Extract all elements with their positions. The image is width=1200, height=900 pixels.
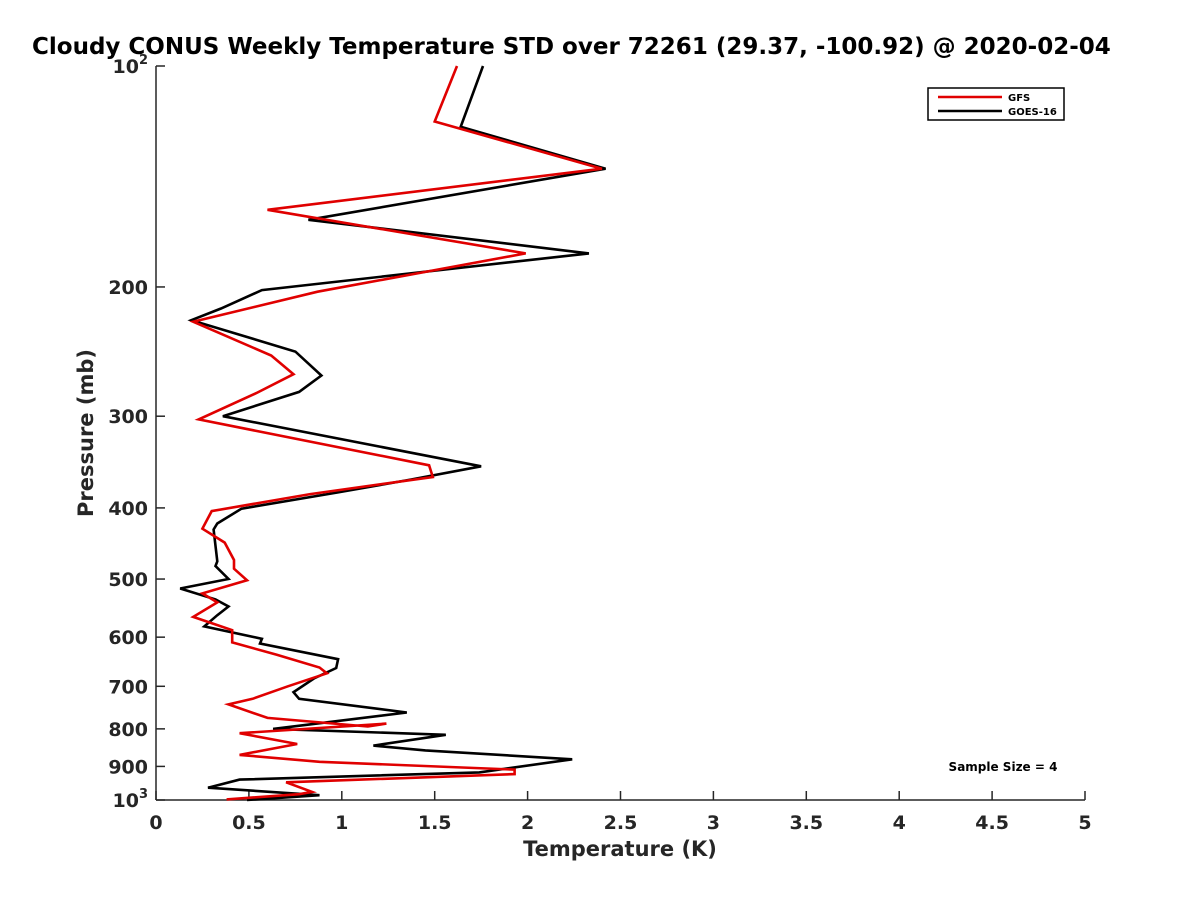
series-line-gfs bbox=[189, 65, 603, 801]
legend-label: GOES-16 bbox=[1008, 107, 1057, 118]
y-axis: 102 200 300 400 500 600 700 800 900 103 bbox=[108, 53, 165, 812]
y-tick-label: 600 bbox=[108, 627, 148, 649]
y-axis-label: Pressure (mb) bbox=[74, 349, 98, 517]
y-tick-label: 103 bbox=[113, 787, 149, 812]
x-tick-label: 1.5 bbox=[418, 812, 452, 834]
y-tick-label: 800 bbox=[108, 719, 148, 741]
x-tick-label: 4.5 bbox=[975, 812, 1009, 834]
y-tick-label: 700 bbox=[108, 676, 148, 698]
chart-title: Cloudy CONUS Weekly Temperature STD over… bbox=[32, 34, 1111, 60]
series-line-goes-16 bbox=[179, 65, 606, 802]
x-tick-label: 3 bbox=[707, 812, 720, 834]
legend: GFS GOES-16 bbox=[927, 87, 1065, 121]
y-tick-label: 102 bbox=[113, 53, 149, 78]
y-tick-label: 900 bbox=[108, 756, 148, 778]
x-tick-label: 3.5 bbox=[789, 812, 823, 834]
x-tick-label: 5 bbox=[1078, 812, 1091, 834]
sample-size-annotation: Sample Size = 4 bbox=[949, 760, 1058, 774]
series-layer bbox=[179, 65, 606, 802]
legend-box bbox=[927, 87, 1065, 121]
y-tick-label: 400 bbox=[108, 498, 148, 520]
y-tick-label: 300 bbox=[108, 406, 148, 428]
x-axis: 0 0.5 1 1.5 2 2.5 3 3.5 4 4.5 5 bbox=[149, 791, 1092, 834]
x-tick-label: 1 bbox=[335, 812, 348, 834]
x-tick-label: 2 bbox=[521, 812, 534, 834]
legend-label: GFS bbox=[1008, 93, 1030, 104]
x-tick-label: 2.5 bbox=[604, 812, 638, 834]
x-tick-label: 4 bbox=[893, 812, 906, 834]
x-axis-label: Temperature (K) bbox=[523, 837, 717, 861]
x-tick-label: 0 bbox=[149, 812, 162, 834]
y-tick-label: 200 bbox=[108, 277, 148, 299]
x-tick-label: 0.5 bbox=[232, 812, 266, 834]
y-tick-label: 500 bbox=[108, 569, 148, 591]
